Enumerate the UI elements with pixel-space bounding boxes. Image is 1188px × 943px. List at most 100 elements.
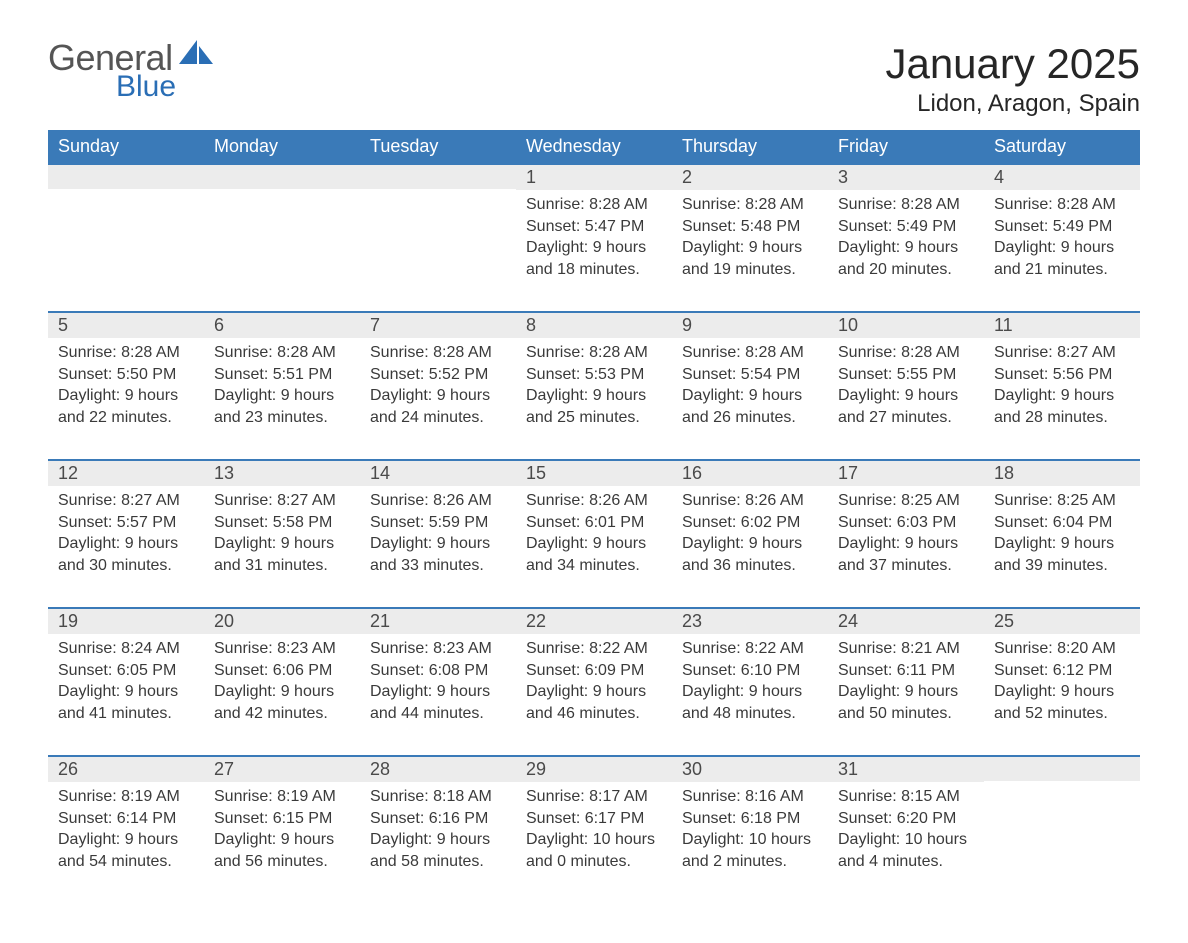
cell-body: Sunrise: 8:27 AMSunset: 5:58 PMDaylight:… — [204, 486, 360, 588]
calendar-cell: 23Sunrise: 8:22 AMSunset: 6:10 PMDayligh… — [672, 609, 828, 755]
daylight2-text: and 52 minutes. — [994, 703, 1130, 725]
sunset-text: Sunset: 6:06 PM — [214, 660, 350, 682]
day-number: 1 — [516, 165, 672, 190]
daylight2-text: and 36 minutes. — [682, 555, 818, 577]
day-header: Saturday — [984, 130, 1140, 163]
cell-body: Sunrise: 8:27 AMSunset: 5:57 PMDaylight:… — [48, 486, 204, 588]
daylight2-text: and 28 minutes. — [994, 407, 1130, 429]
daylight2-text: and 23 minutes. — [214, 407, 350, 429]
day-header: Thursday — [672, 130, 828, 163]
sunrise-text: Sunrise: 8:27 AM — [994, 342, 1130, 364]
header: General Blue January 2025 Lidon, Aragon,… — [48, 40, 1140, 118]
sunrise-text: Sunrise: 8:21 AM — [838, 638, 974, 660]
daylight1-text: Daylight: 9 hours — [838, 681, 974, 703]
daylight1-text: Daylight: 9 hours — [682, 385, 818, 407]
calendar-cell: 1Sunrise: 8:28 AMSunset: 5:47 PMDaylight… — [516, 165, 672, 311]
page-subtitle: Lidon, Aragon, Spain — [885, 90, 1140, 118]
cell-body: Sunrise: 8:27 AMSunset: 5:56 PMDaylight:… — [984, 338, 1140, 440]
sunrise-text: Sunrise: 8:18 AM — [370, 786, 506, 808]
sunrise-text: Sunrise: 8:26 AM — [682, 490, 818, 512]
calendar-cell: 13Sunrise: 8:27 AMSunset: 5:58 PMDayligh… — [204, 461, 360, 607]
calendar-cell: 28Sunrise: 8:18 AMSunset: 6:16 PMDayligh… — [360, 757, 516, 903]
daylight2-text: and 18 minutes. — [526, 259, 662, 281]
calendar-cell: 12Sunrise: 8:27 AMSunset: 5:57 PMDayligh… — [48, 461, 204, 607]
day-number — [984, 757, 1140, 781]
day-number: 8 — [516, 313, 672, 338]
calendar-cell: 6Sunrise: 8:28 AMSunset: 5:51 PMDaylight… — [204, 313, 360, 459]
sunrise-text: Sunrise: 8:19 AM — [214, 786, 350, 808]
cell-body: Sunrise: 8:22 AMSunset: 6:10 PMDaylight:… — [672, 634, 828, 736]
sunset-text: Sunset: 6:03 PM — [838, 512, 974, 534]
sunset-text: Sunset: 6:20 PM — [838, 808, 974, 830]
day-number: 17 — [828, 461, 984, 486]
sunset-text: Sunset: 6:11 PM — [838, 660, 974, 682]
sunset-text: Sunset: 6:02 PM — [682, 512, 818, 534]
daylight2-text: and 44 minutes. — [370, 703, 506, 725]
daylight2-text: and 31 minutes. — [214, 555, 350, 577]
sunset-text: Sunset: 6:04 PM — [994, 512, 1130, 534]
calendar-cell: 21Sunrise: 8:23 AMSunset: 6:08 PMDayligh… — [360, 609, 516, 755]
calendar-cell: 30Sunrise: 8:16 AMSunset: 6:18 PMDayligh… — [672, 757, 828, 903]
sunset-text: Sunset: 6:10 PM — [682, 660, 818, 682]
cell-body: Sunrise: 8:28 AMSunset: 5:52 PMDaylight:… — [360, 338, 516, 440]
day-number: 9 — [672, 313, 828, 338]
sunset-text: Sunset: 6:14 PM — [58, 808, 194, 830]
sunrise-text: Sunrise: 8:26 AM — [526, 490, 662, 512]
daylight1-text: Daylight: 10 hours — [526, 829, 662, 851]
sunset-text: Sunset: 5:50 PM — [58, 364, 194, 386]
logo: General Blue — [48, 40, 215, 102]
calendar-cell: 26Sunrise: 8:19 AMSunset: 6:14 PMDayligh… — [48, 757, 204, 903]
sunset-text: Sunset: 6:18 PM — [682, 808, 818, 830]
cell-body: Sunrise: 8:21 AMSunset: 6:11 PMDaylight:… — [828, 634, 984, 736]
day-number — [204, 165, 360, 189]
daylight2-text: and 4 minutes. — [838, 851, 974, 873]
calendar-cell: 7Sunrise: 8:28 AMSunset: 5:52 PMDaylight… — [360, 313, 516, 459]
sunset-text: Sunset: 6:08 PM — [370, 660, 506, 682]
calendar-cell: 11Sunrise: 8:27 AMSunset: 5:56 PMDayligh… — [984, 313, 1140, 459]
calendar-cell: 14Sunrise: 8:26 AMSunset: 5:59 PMDayligh… — [360, 461, 516, 607]
daylight2-text: and 48 minutes. — [682, 703, 818, 725]
sunrise-text: Sunrise: 8:28 AM — [526, 342, 662, 364]
daylight1-text: Daylight: 9 hours — [994, 237, 1130, 259]
daylight1-text: Daylight: 9 hours — [994, 385, 1130, 407]
week-row: 12Sunrise: 8:27 AMSunset: 5:57 PMDayligh… — [48, 459, 1140, 607]
daylight2-text: and 37 minutes. — [838, 555, 974, 577]
day-number: 27 — [204, 757, 360, 782]
day-number: 12 — [48, 461, 204, 486]
day-number: 3 — [828, 165, 984, 190]
cell-body: Sunrise: 8:28 AMSunset: 5:53 PMDaylight:… — [516, 338, 672, 440]
sunrise-text: Sunrise: 8:28 AM — [994, 194, 1130, 216]
day-number: 28 — [360, 757, 516, 782]
calendar-cell: 31Sunrise: 8:15 AMSunset: 6:20 PMDayligh… — [828, 757, 984, 903]
sunrise-text: Sunrise: 8:25 AM — [994, 490, 1130, 512]
week-row: 19Sunrise: 8:24 AMSunset: 6:05 PMDayligh… — [48, 607, 1140, 755]
sunrise-text: Sunrise: 8:23 AM — [214, 638, 350, 660]
day-number: 15 — [516, 461, 672, 486]
day-number: 19 — [48, 609, 204, 634]
day-number: 23 — [672, 609, 828, 634]
daylight2-text: and 30 minutes. — [58, 555, 194, 577]
day-number: 24 — [828, 609, 984, 634]
daylight1-text: Daylight: 10 hours — [838, 829, 974, 851]
sunset-text: Sunset: 5:55 PM — [838, 364, 974, 386]
day-number: 2 — [672, 165, 828, 190]
calendar-cell: 3Sunrise: 8:28 AMSunset: 5:49 PMDaylight… — [828, 165, 984, 311]
daylight2-text: and 26 minutes. — [682, 407, 818, 429]
day-number: 6 — [204, 313, 360, 338]
day-header: Wednesday — [516, 130, 672, 163]
day-number: 4 — [984, 165, 1140, 190]
calendar-cell: 2Sunrise: 8:28 AMSunset: 5:48 PMDaylight… — [672, 165, 828, 311]
cell-body: Sunrise: 8:23 AMSunset: 6:08 PMDaylight:… — [360, 634, 516, 736]
calendar-cell: 15Sunrise: 8:26 AMSunset: 6:01 PMDayligh… — [516, 461, 672, 607]
daylight1-text: Daylight: 9 hours — [682, 237, 818, 259]
daylight2-text: and 46 minutes. — [526, 703, 662, 725]
cell-body: Sunrise: 8:26 AMSunset: 6:01 PMDaylight:… — [516, 486, 672, 588]
day-number: 30 — [672, 757, 828, 782]
cell-body: Sunrise: 8:25 AMSunset: 6:03 PMDaylight:… — [828, 486, 984, 588]
calendar-cell: 17Sunrise: 8:25 AMSunset: 6:03 PMDayligh… — [828, 461, 984, 607]
daylight1-text: Daylight: 9 hours — [214, 385, 350, 407]
cell-body: Sunrise: 8:28 AMSunset: 5:48 PMDaylight:… — [672, 190, 828, 292]
cell-body: Sunrise: 8:15 AMSunset: 6:20 PMDaylight:… — [828, 782, 984, 884]
calendar-cell: 27Sunrise: 8:19 AMSunset: 6:15 PMDayligh… — [204, 757, 360, 903]
day-number: 13 — [204, 461, 360, 486]
